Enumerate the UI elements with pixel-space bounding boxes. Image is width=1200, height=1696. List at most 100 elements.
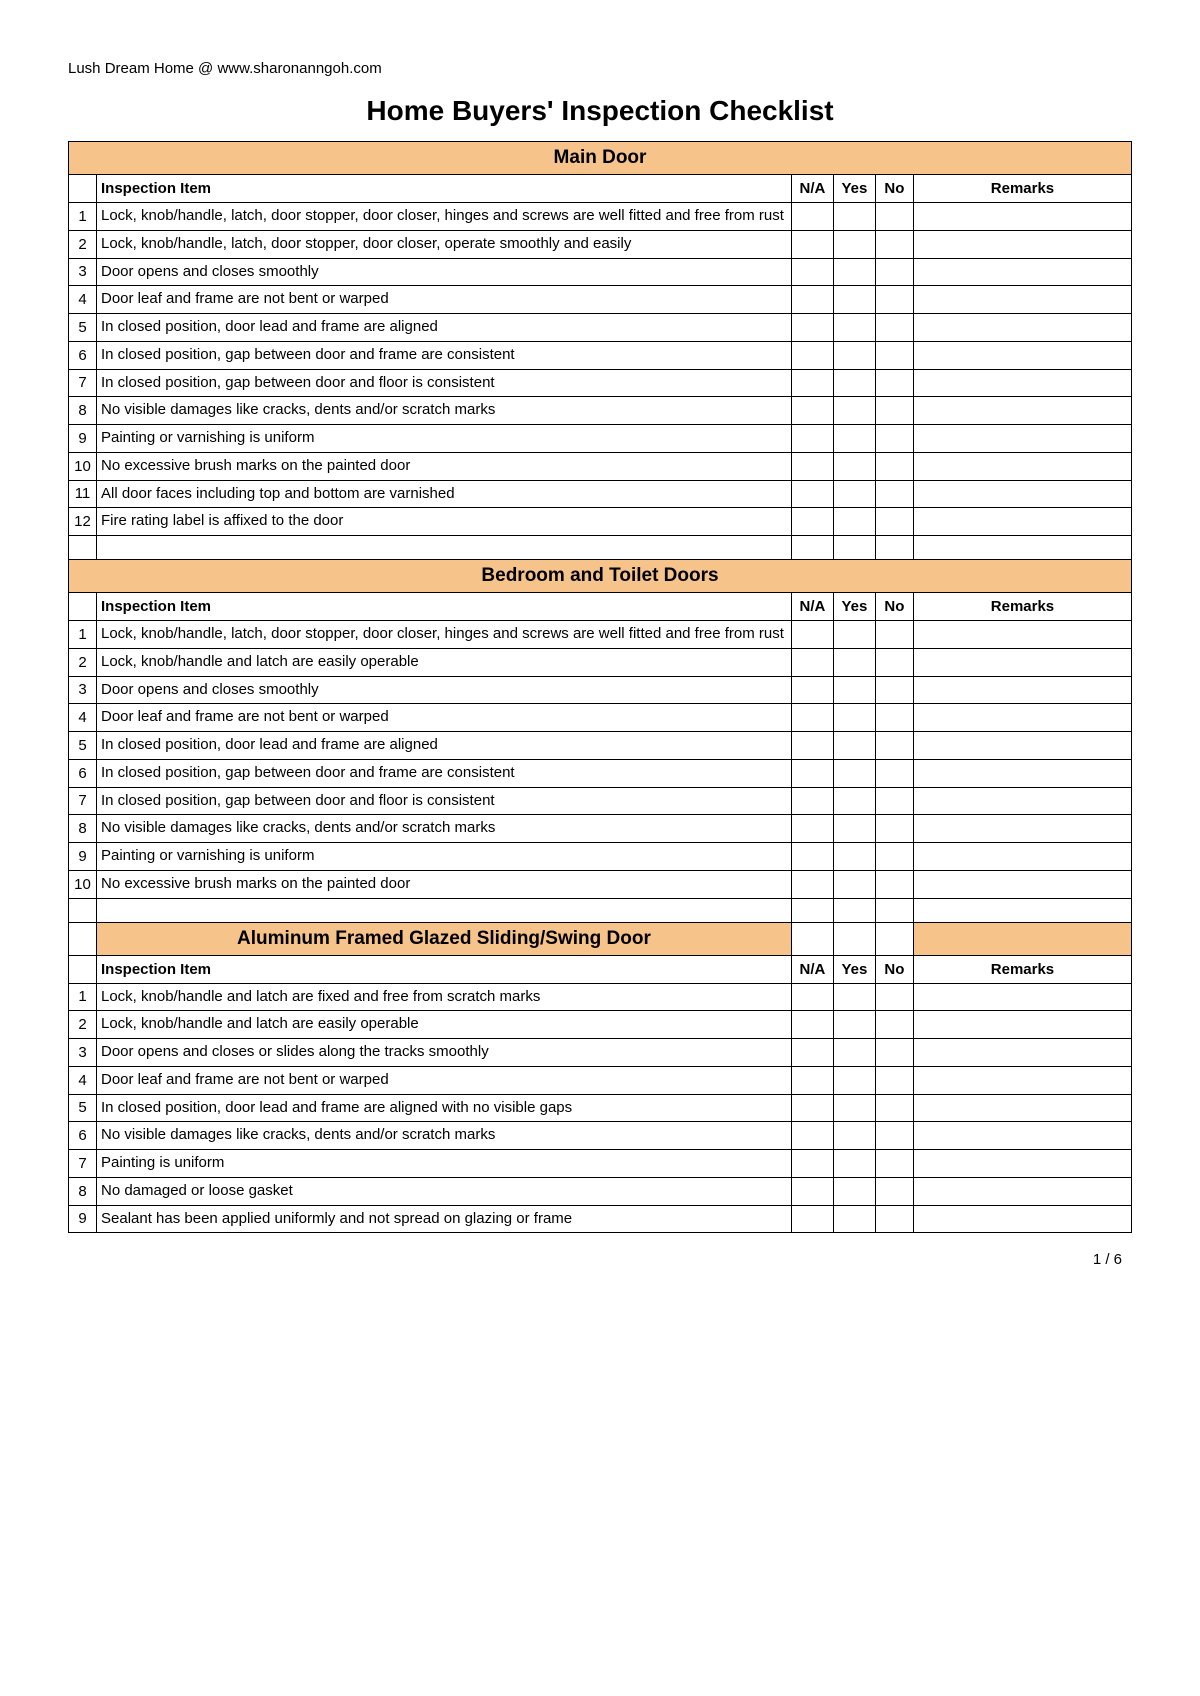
- no-cell[interactable]: [875, 1011, 913, 1039]
- remarks-cell[interactable]: [913, 397, 1131, 425]
- yes-cell[interactable]: [833, 870, 875, 898]
- na-cell[interactable]: [791, 843, 833, 871]
- na-cell[interactable]: [791, 870, 833, 898]
- na-cell[interactable]: [791, 787, 833, 815]
- remarks-cell[interactable]: [913, 648, 1131, 676]
- na-cell[interactable]: [791, 1122, 833, 1150]
- na-cell[interactable]: [791, 397, 833, 425]
- no-cell[interactable]: [875, 1177, 913, 1205]
- remarks-cell[interactable]: [913, 369, 1131, 397]
- yes-cell[interactable]: [833, 704, 875, 732]
- yes-cell[interactable]: [833, 843, 875, 871]
- no-cell[interactable]: [875, 341, 913, 369]
- no-cell[interactable]: [875, 480, 913, 508]
- na-cell[interactable]: [791, 704, 833, 732]
- no-cell[interactable]: [875, 787, 913, 815]
- yes-cell[interactable]: [833, 1205, 875, 1233]
- na-cell[interactable]: [791, 203, 833, 231]
- yes-cell[interactable]: [833, 1122, 875, 1150]
- na-cell[interactable]: [791, 508, 833, 536]
- na-cell[interactable]: [791, 648, 833, 676]
- remarks-cell[interactable]: [913, 759, 1131, 787]
- no-cell[interactable]: [875, 230, 913, 258]
- no-cell[interactable]: [875, 621, 913, 649]
- no-cell[interactable]: [875, 815, 913, 843]
- remarks-cell[interactable]: [913, 815, 1131, 843]
- na-cell[interactable]: [791, 314, 833, 342]
- remarks-cell[interactable]: [913, 1205, 1131, 1233]
- remarks-cell[interactable]: [913, 843, 1131, 871]
- no-cell[interactable]: [875, 843, 913, 871]
- remarks-cell[interactable]: [913, 341, 1131, 369]
- yes-cell[interactable]: [833, 1039, 875, 1067]
- no-cell[interactable]: [875, 983, 913, 1011]
- no-cell[interactable]: [875, 452, 913, 480]
- yes-cell[interactable]: [833, 1150, 875, 1178]
- no-cell[interactable]: [875, 704, 913, 732]
- yes-cell[interactable]: [833, 341, 875, 369]
- no-cell[interactable]: [875, 369, 913, 397]
- remarks-cell[interactable]: [913, 203, 1131, 231]
- yes-cell[interactable]: [833, 621, 875, 649]
- no-cell[interactable]: [875, 648, 913, 676]
- no-cell[interactable]: [875, 397, 913, 425]
- yes-cell[interactable]: [833, 815, 875, 843]
- no-cell[interactable]: [875, 508, 913, 536]
- remarks-cell[interactable]: [913, 732, 1131, 760]
- remarks-cell[interactable]: [913, 230, 1131, 258]
- no-cell[interactable]: [875, 870, 913, 898]
- yes-cell[interactable]: [833, 676, 875, 704]
- yes-cell[interactable]: [833, 369, 875, 397]
- remarks-cell[interactable]: [913, 480, 1131, 508]
- na-cell[interactable]: [791, 1094, 833, 1122]
- remarks-cell[interactable]: [913, 425, 1131, 453]
- na-cell[interactable]: [791, 341, 833, 369]
- remarks-cell[interactable]: [913, 621, 1131, 649]
- remarks-cell[interactable]: [913, 1066, 1131, 1094]
- na-cell[interactable]: [791, 815, 833, 843]
- na-cell[interactable]: [791, 258, 833, 286]
- yes-cell[interactable]: [833, 648, 875, 676]
- remarks-cell[interactable]: [913, 1094, 1131, 1122]
- no-cell[interactable]: [875, 203, 913, 231]
- remarks-cell[interactable]: [913, 1011, 1131, 1039]
- na-cell[interactable]: [791, 1066, 833, 1094]
- na-cell[interactable]: [791, 425, 833, 453]
- yes-cell[interactable]: [833, 286, 875, 314]
- yes-cell[interactable]: [833, 983, 875, 1011]
- yes-cell[interactable]: [833, 425, 875, 453]
- remarks-cell[interactable]: [913, 676, 1131, 704]
- remarks-cell[interactable]: [913, 1150, 1131, 1178]
- remarks-cell[interactable]: [913, 983, 1131, 1011]
- remarks-cell[interactable]: [913, 508, 1131, 536]
- yes-cell[interactable]: [833, 508, 875, 536]
- no-cell[interactable]: [875, 314, 913, 342]
- na-cell[interactable]: [791, 676, 833, 704]
- no-cell[interactable]: [875, 1039, 913, 1067]
- na-cell[interactable]: [791, 1039, 833, 1067]
- na-cell[interactable]: [791, 732, 833, 760]
- yes-cell[interactable]: [833, 397, 875, 425]
- yes-cell[interactable]: [833, 480, 875, 508]
- remarks-cell[interactable]: [913, 258, 1131, 286]
- yes-cell[interactable]: [833, 314, 875, 342]
- no-cell[interactable]: [875, 258, 913, 286]
- no-cell[interactable]: [875, 286, 913, 314]
- remarks-cell[interactable]: [913, 870, 1131, 898]
- yes-cell[interactable]: [833, 452, 875, 480]
- no-cell[interactable]: [875, 1094, 913, 1122]
- na-cell[interactable]: [791, 759, 833, 787]
- yes-cell[interactable]: [833, 732, 875, 760]
- na-cell[interactable]: [791, 983, 833, 1011]
- remarks-cell[interactable]: [913, 452, 1131, 480]
- yes-cell[interactable]: [833, 787, 875, 815]
- na-cell[interactable]: [791, 1011, 833, 1039]
- yes-cell[interactable]: [833, 203, 875, 231]
- na-cell[interactable]: [791, 1177, 833, 1205]
- na-cell[interactable]: [791, 480, 833, 508]
- yes-cell[interactable]: [833, 759, 875, 787]
- yes-cell[interactable]: [833, 258, 875, 286]
- remarks-cell[interactable]: [913, 787, 1131, 815]
- na-cell[interactable]: [791, 1205, 833, 1233]
- no-cell[interactable]: [875, 425, 913, 453]
